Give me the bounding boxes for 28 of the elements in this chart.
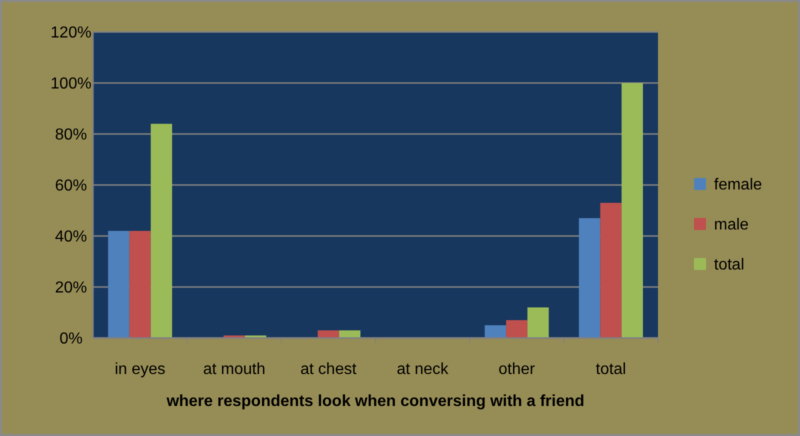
bar — [150, 124, 172, 338]
bar — [578, 218, 600, 338]
legend-label: female — [714, 176, 762, 194]
bar — [108, 230, 130, 338]
bar — [622, 83, 643, 338]
x-tick-label: at mouth — [203, 361, 266, 378]
y-tick-label: 100% — [50, 76, 92, 93]
y-tick-label: 20% — [54, 280, 88, 297]
bar — [129, 230, 151, 338]
bar — [527, 307, 549, 338]
y-tick-label: 60% — [54, 178, 88, 195]
legend-label: male — [714, 216, 749, 234]
y-tick-label: 40% — [54, 228, 88, 246]
x-tick-label: at chest — [300, 361, 357, 378]
bar — [600, 202, 622, 338]
bar — [339, 330, 360, 338]
x-tick-label: total — [596, 361, 626, 378]
bar — [506, 320, 528, 338]
y-tick-label: 0% — [59, 330, 83, 348]
x-tick-label: in eyes — [114, 361, 166, 378]
y-tick-label: 120% — [50, 24, 92, 42]
bar — [318, 330, 340, 338]
bar — [484, 325, 506, 338]
x-axis-title: where respondents look when conversing with a friend — [166, 393, 584, 410]
x-tick-label: at neck — [396, 361, 450, 378]
y-tick-label: 80% — [54, 126, 88, 144]
x-tick-label: other — [498, 361, 536, 378]
legend-label: total — [714, 256, 744, 274]
